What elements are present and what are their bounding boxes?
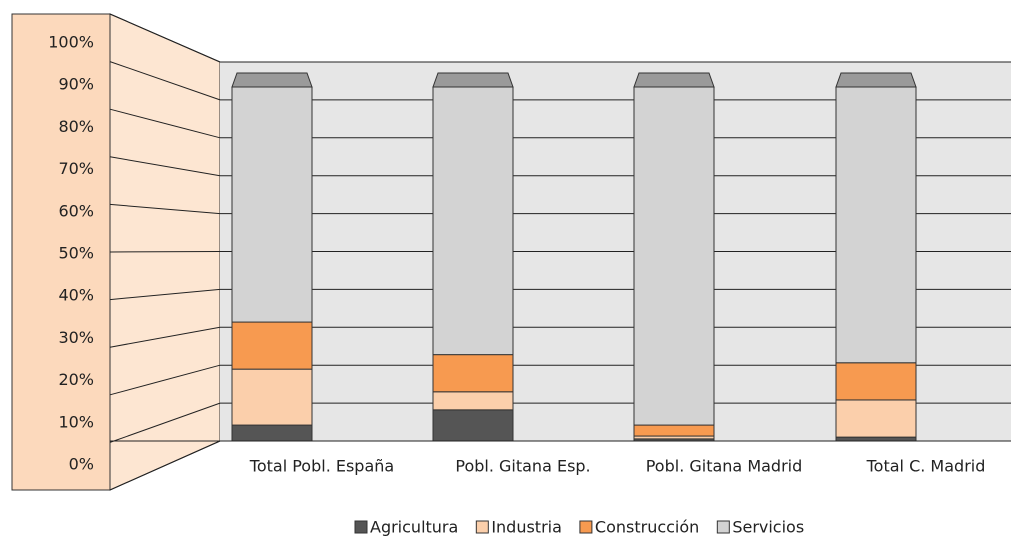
bar-segment: [231, 424, 313, 442]
grid-line-side: [109, 440, 221, 491]
y-tick-label: 70%: [58, 159, 94, 178]
bar-segment: [432, 391, 514, 411]
legend-label: Industria: [491, 518, 562, 537]
bar-segment: [835, 399, 917, 438]
bar-segment: [231, 368, 313, 426]
x-tick-label: Total C. Madrid: [866, 457, 986, 476]
axis-panel: [11, 13, 111, 491]
bar-segment: [231, 86, 313, 323]
bar-segment: [633, 424, 715, 437]
y-tick-label: 100%: [48, 33, 94, 52]
legend-label: Construcción: [595, 518, 699, 537]
grid-line-side: [109, 251, 221, 253]
bar-top: [432, 72, 514, 88]
bar-segment: [432, 86, 514, 356]
bar-segment: [835, 436, 917, 442]
y-tick-label: 60%: [58, 201, 94, 220]
grid-line-side: [109, 13, 221, 63]
y-tick-label: 30%: [58, 328, 94, 347]
bar-segment: [432, 409, 514, 442]
bar-top: [835, 72, 917, 88]
y-tick-label: 50%: [58, 244, 94, 263]
grid-line-side: [109, 364, 221, 396]
grid-line-side: [109, 156, 221, 177]
y-tick-label: 40%: [58, 286, 94, 305]
legend-swatch: [579, 520, 593, 534]
y-tick-label: 90%: [58, 75, 94, 94]
y-tick-label: 80%: [58, 117, 94, 136]
legend-swatch: [475, 520, 489, 534]
x-tick-label: Total Pobl. España: [249, 457, 394, 476]
bar-segment: [231, 321, 313, 370]
grid-line-side: [109, 61, 221, 101]
legend-label: Servicios: [732, 518, 804, 537]
bar-segment: [633, 86, 715, 426]
grid-line-side: [109, 326, 221, 348]
grid-line-side: [109, 203, 221, 215]
legend-label: Agricultura: [370, 518, 458, 537]
bar-segment: [432, 354, 514, 393]
bar-segment: [835, 362, 917, 401]
x-tick-label: Pobl. Gitana Esp.: [455, 457, 590, 476]
grid-line-side: [109, 288, 221, 301]
y-tick-label: 10%: [58, 412, 94, 431]
bar-segment: [835, 86, 917, 364]
grid-line-side: [109, 108, 221, 139]
legend-swatch: [716, 520, 730, 534]
y-tick-label: 20%: [58, 370, 94, 389]
grid-line-side: [109, 402, 221, 443]
bar-top: [633, 72, 715, 88]
bar-top: [231, 72, 313, 88]
x-tick-label: Pobl. Gitana Madrid: [646, 457, 803, 476]
y-tick-label: 0%: [69, 455, 94, 474]
legend-swatch: [354, 520, 368, 534]
